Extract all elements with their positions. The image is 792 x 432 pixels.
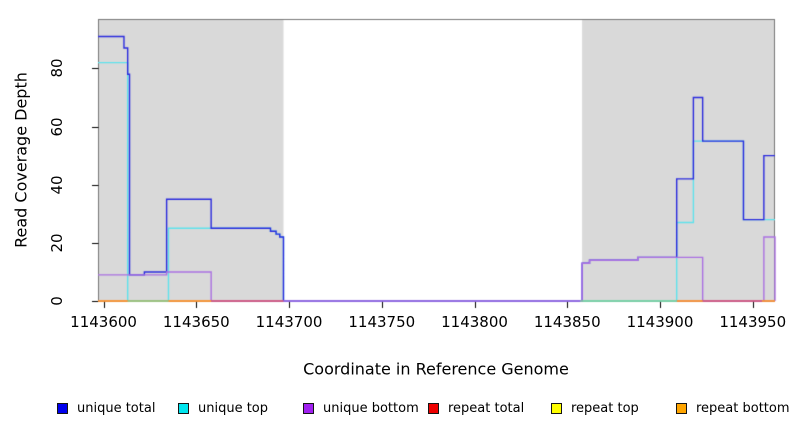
y-tick-label: 0 [48, 296, 66, 306]
legend-swatch-unique-top [178, 402, 189, 414]
legend-label: unique total [77, 400, 156, 416]
y-tick-label: 20 [48, 233, 66, 253]
legend-swatch-unique-bottom [303, 402, 314, 414]
x-tick-label: 1143850 [533, 313, 601, 331]
legend-label: unique top [198, 400, 269, 416]
x-tick-label: 1143950 [719, 313, 787, 331]
x-tick-label: 1143900 [626, 313, 694, 331]
legend-label: repeat top [571, 400, 639, 416]
legend-label: unique bottom [323, 400, 419, 416]
y-axis-label: Read Coverage Depth [11, 72, 31, 248]
x-tick-label: 1143800 [441, 313, 508, 331]
legend-item-unique-bottom: unique bottom [303, 400, 419, 416]
legend-item-unique-top: unique top [178, 400, 268, 416]
legend-item-repeat-top: repeat top [551, 400, 639, 416]
legend-item-unique-total: unique total [57, 400, 155, 416]
x-tick-label: 1143650 [162, 313, 230, 331]
x-tick-label: 1143700 [255, 313, 323, 331]
x-tick-label: 1143600 [70, 313, 137, 331]
legend-item-repeat-total: repeat total [428, 400, 524, 416]
legend-swatch-unique-total [57, 402, 68, 414]
x-tick-label: 1143750 [348, 313, 416, 331]
legend-item-repeat-bottom: repeat bottom [676, 400, 790, 416]
y-tick-label: 60 [48, 117, 66, 137]
y-tick-label: 80 [48, 58, 66, 78]
legend-swatch-repeat-top [551, 402, 562, 414]
legend-label: repeat total [448, 400, 525, 416]
x-axis-label: Coordinate in Reference Genome [303, 359, 569, 379]
legend-swatch-repeat-total [428, 402, 439, 414]
legend-label: repeat bottom [696, 400, 790, 416]
y-tick-label: 40 [48, 175, 66, 195]
legend-swatch-repeat-bottom [676, 402, 687, 414]
